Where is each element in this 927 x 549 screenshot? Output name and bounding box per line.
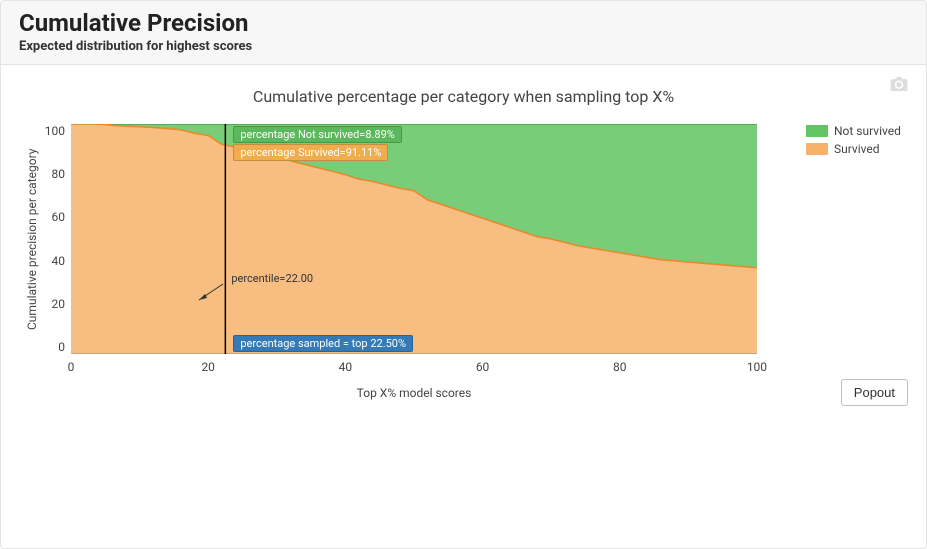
plot-area[interactable]: percentage Not survived=8.89% percentage…	[71, 124, 757, 354]
percentile-label: percentile=22.00	[231, 272, 313, 285]
x-axis-label: Top X% model scores	[71, 386, 757, 400]
plot-svg	[71, 124, 757, 354]
legend: Not survived Survived	[786, 124, 906, 160]
y-tick: 40	[43, 254, 65, 268]
legend-swatch	[806, 143, 828, 155]
card-body: Cumulative percentage per category when …	[1, 65, 926, 420]
chart-title: Cumulative percentage per category when …	[21, 87, 906, 106]
card-subtitle: Expected distribution for highest scores	[19, 39, 908, 54]
x-tick: 60	[467, 360, 499, 374]
legend-label: Not survived	[834, 124, 901, 138]
chart-row: Cumulative precision per category 100 80…	[21, 124, 906, 400]
y-tick: 0	[43, 340, 65, 354]
chart: Cumulative percentage per category when …	[21, 87, 906, 400]
y-axis-label: Cumulative precision per category	[21, 124, 43, 354]
y-tick: 100	[43, 124, 65, 138]
legend-item-not-survived[interactable]: Not survived	[806, 124, 906, 138]
x-tick: 80	[604, 360, 636, 374]
y-tick: 60	[43, 210, 65, 224]
card-title: Cumulative Precision	[19, 9, 908, 37]
legend-swatch	[806, 125, 828, 137]
plot-column: percentage Not survived=8.89% percentage…	[71, 124, 786, 400]
percentile-arrow-icon	[195, 284, 227, 304]
annotation-not-survived: percentage Not survived=8.89%	[233, 126, 401, 143]
x-tick: 100	[741, 360, 773, 374]
card-header: Cumulative Precision Expected distributi…	[1, 1, 926, 65]
y-tick: 80	[43, 167, 65, 181]
popout-button[interactable]: Popout	[841, 379, 908, 406]
annotation-survived: percentage Survived=91.11%	[233, 144, 388, 161]
legend-label: Survived	[834, 142, 880, 156]
y-axis-ticks: 100 80 60 40 20 0	[43, 124, 71, 354]
x-axis-ticks: 0 20 40 60 80 100	[71, 360, 757, 374]
legend-item-survived[interactable]: Survived	[806, 142, 906, 156]
y-tick: 20	[43, 297, 65, 311]
annotation-sampled: percentage sampled = top 22.50%	[233, 335, 413, 352]
x-tick: 0	[55, 360, 87, 374]
x-tick: 20	[192, 360, 224, 374]
card: Cumulative Precision Expected distributi…	[0, 0, 927, 549]
x-tick: 40	[329, 360, 361, 374]
